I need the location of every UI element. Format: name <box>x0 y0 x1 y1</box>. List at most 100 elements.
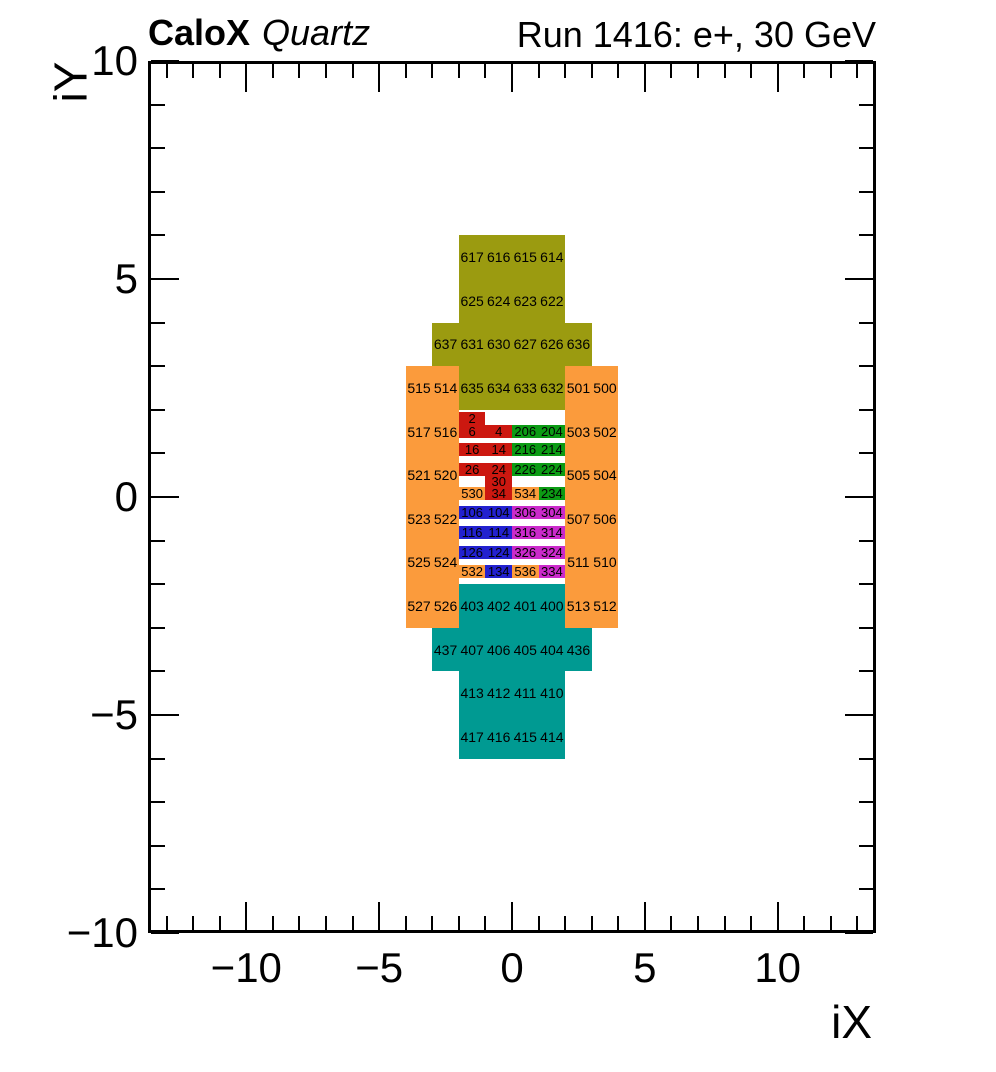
y-axis-tick <box>151 190 165 193</box>
cell-14: 14 <box>485 442 512 457</box>
channel-label-400: 400 <box>540 598 564 614</box>
x-axis-tick-top <box>325 64 327 78</box>
y-axis-tick <box>151 60 179 62</box>
cell-24: 24 <box>485 462 512 477</box>
channel-label-630: 630 <box>487 336 511 353</box>
x-axis-tick <box>325 916 327 930</box>
y-axis-tick-right <box>859 234 873 237</box>
x-axis-tick-top <box>776 64 779 92</box>
channel-label-414: 414 <box>540 728 564 745</box>
y-axis-tick-right <box>845 496 873 498</box>
y-axis-tick <box>151 539 165 542</box>
block-olive-1 <box>432 322 592 367</box>
y-tick-label: −5 <box>90 691 138 738</box>
x-axis-tick-top <box>404 64 407 78</box>
channel-label-514: 514 <box>433 380 458 396</box>
channel-label-407: 407 <box>460 641 484 658</box>
block-orange-3 <box>405 366 459 628</box>
channel-label-521: 521 <box>407 467 431 484</box>
block-teal-5 <box>458 584 566 628</box>
channel-label-402: 402 <box>487 598 511 614</box>
y-axis-tick <box>151 234 165 237</box>
y-axis-tick-right <box>859 670 873 673</box>
channel-label-622: 622 <box>540 292 564 309</box>
channel-label-527: 527 <box>407 598 431 614</box>
cell-34: 34 <box>485 486 512 501</box>
y-axis-tick <box>151 670 165 673</box>
y-axis-tick-right <box>859 103 873 106</box>
y-axis-tick-right <box>859 626 873 629</box>
channel-label-513: 513 <box>566 598 591 614</box>
x-axis-tick-top <box>351 64 354 78</box>
x-axis-tick-top <box>670 64 673 78</box>
y-axis-tick <box>151 365 165 368</box>
y-tick-label: 5 <box>114 255 138 302</box>
channel-label-436: 436 <box>566 641 591 658</box>
block-teal-7 <box>458 671 566 759</box>
x-axis-tick-top <box>829 64 832 78</box>
y-axis-tick-right <box>845 714 873 716</box>
x-axis-tick-top <box>564 64 567 78</box>
channel-label-412: 412 <box>487 685 511 702</box>
cell-316: 316 <box>512 525 539 540</box>
x-axis-tick <box>564 916 567 930</box>
channel-label-616: 616 <box>487 249 511 266</box>
cell-234: 234 <box>538 486 566 501</box>
x-axis-tick <box>696 916 699 930</box>
channel-label-614: 614 <box>540 249 564 266</box>
cell-114: 114 <box>485 525 512 540</box>
cell-104: 104 <box>485 505 512 520</box>
x-axis-tick <box>829 916 832 930</box>
x-axis-tick-top <box>537 64 540 78</box>
channel-label-524: 524 <box>433 554 458 571</box>
channel-label-626: 626 <box>540 336 564 353</box>
x-axis-tick-top <box>192 64 195 78</box>
cell-2: 2 <box>458 411 486 426</box>
x-axis-tick-top <box>643 64 646 92</box>
y-axis-tick-right <box>859 190 873 193</box>
channel-label-623: 623 <box>513 292 537 309</box>
x-axis-tick-top <box>856 64 859 78</box>
y-axis-tick <box>151 452 165 455</box>
x-axis-tick <box>617 916 620 930</box>
x-axis-tick <box>856 916 859 930</box>
channel-label-410: 410 <box>540 685 564 702</box>
channel-label-504: 504 <box>593 467 617 484</box>
y-axis-tick <box>151 408 165 411</box>
channel-label-631: 631 <box>460 336 484 353</box>
channel-label-405: 405 <box>513 641 537 658</box>
x-axis-tick <box>643 902 646 930</box>
x-axis-tick-top <box>617 64 620 78</box>
cell-204: 204 <box>538 424 566 439</box>
y-axis-tick-right <box>859 888 873 891</box>
channel-label-615: 615 <box>513 249 537 266</box>
y-axis-tick-right <box>859 147 873 150</box>
y-axis-tick <box>151 844 165 847</box>
x-axis-tick-top <box>484 64 487 78</box>
x-axis-tick <box>192 916 195 930</box>
x-axis-tick <box>537 916 540 930</box>
x-tick-label: −5 <box>355 944 404 991</box>
channel-label-437: 437 <box>433 641 458 658</box>
channel-label-633: 633 <box>513 380 537 396</box>
cell-532: 532 <box>458 564 486 579</box>
x-axis-tick <box>351 916 354 930</box>
plot-title: CaloX Quartz <box>148 12 370 54</box>
x-axis-tick <box>298 916 301 930</box>
channel-label-627: 627 <box>513 336 537 353</box>
cell-224: 224 <box>538 462 566 477</box>
y-axis-tick <box>151 757 165 760</box>
cell-6: 6 <box>458 424 486 439</box>
channel-label-526: 526 <box>433 598 458 614</box>
run-info-label: Run 1416: e+, 30 GeV <box>516 14 876 55</box>
y-axis-tick-right <box>859 801 873 804</box>
x-tick-label: −10 <box>210 944 282 991</box>
channel-label-411: 411 <box>514 685 537 702</box>
x-axis-tick <box>803 916 806 930</box>
channel-label-512: 512 <box>593 598 617 614</box>
y-axis-tick <box>151 932 179 934</box>
x-axis-tick <box>750 916 753 930</box>
channel-label-520: 520 <box>433 467 458 484</box>
cell-126: 126 <box>458 545 486 560</box>
channel-label-503: 503 <box>566 423 591 440</box>
